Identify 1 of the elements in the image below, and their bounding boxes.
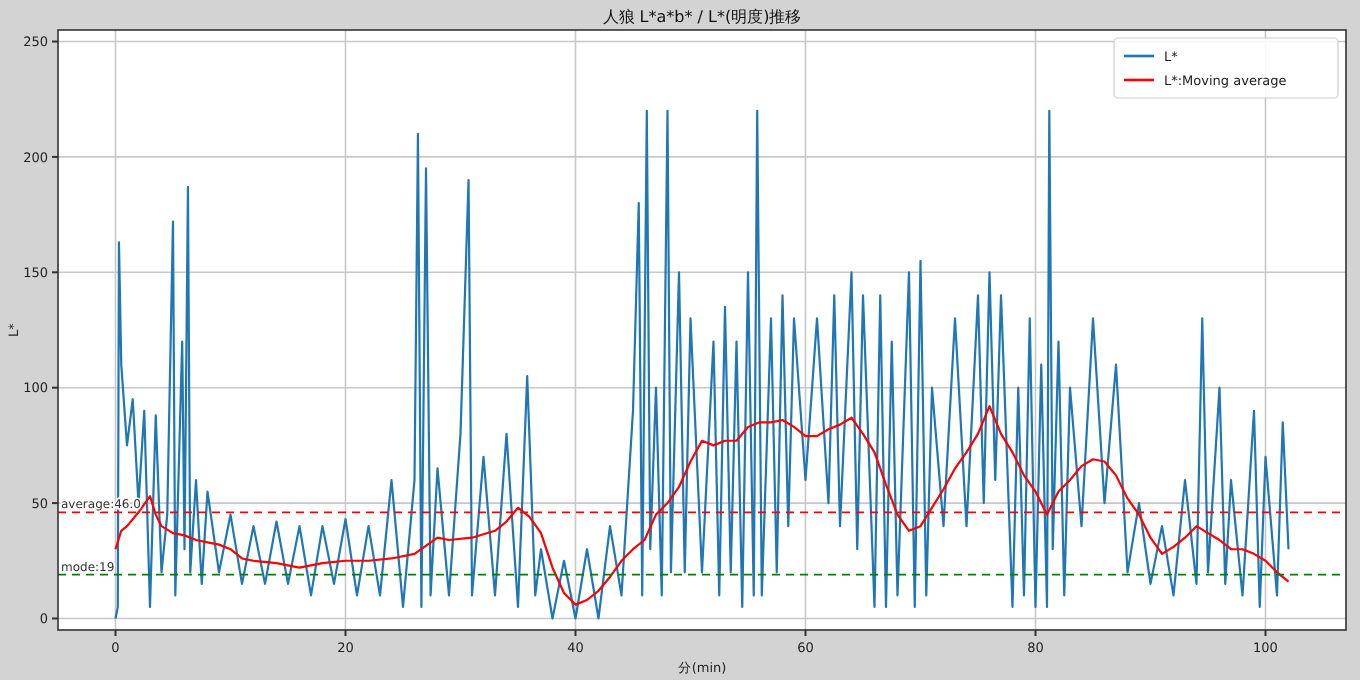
- chart-title: 人狼 L*a*b* / L*(明度)推移: [602, 8, 802, 26]
